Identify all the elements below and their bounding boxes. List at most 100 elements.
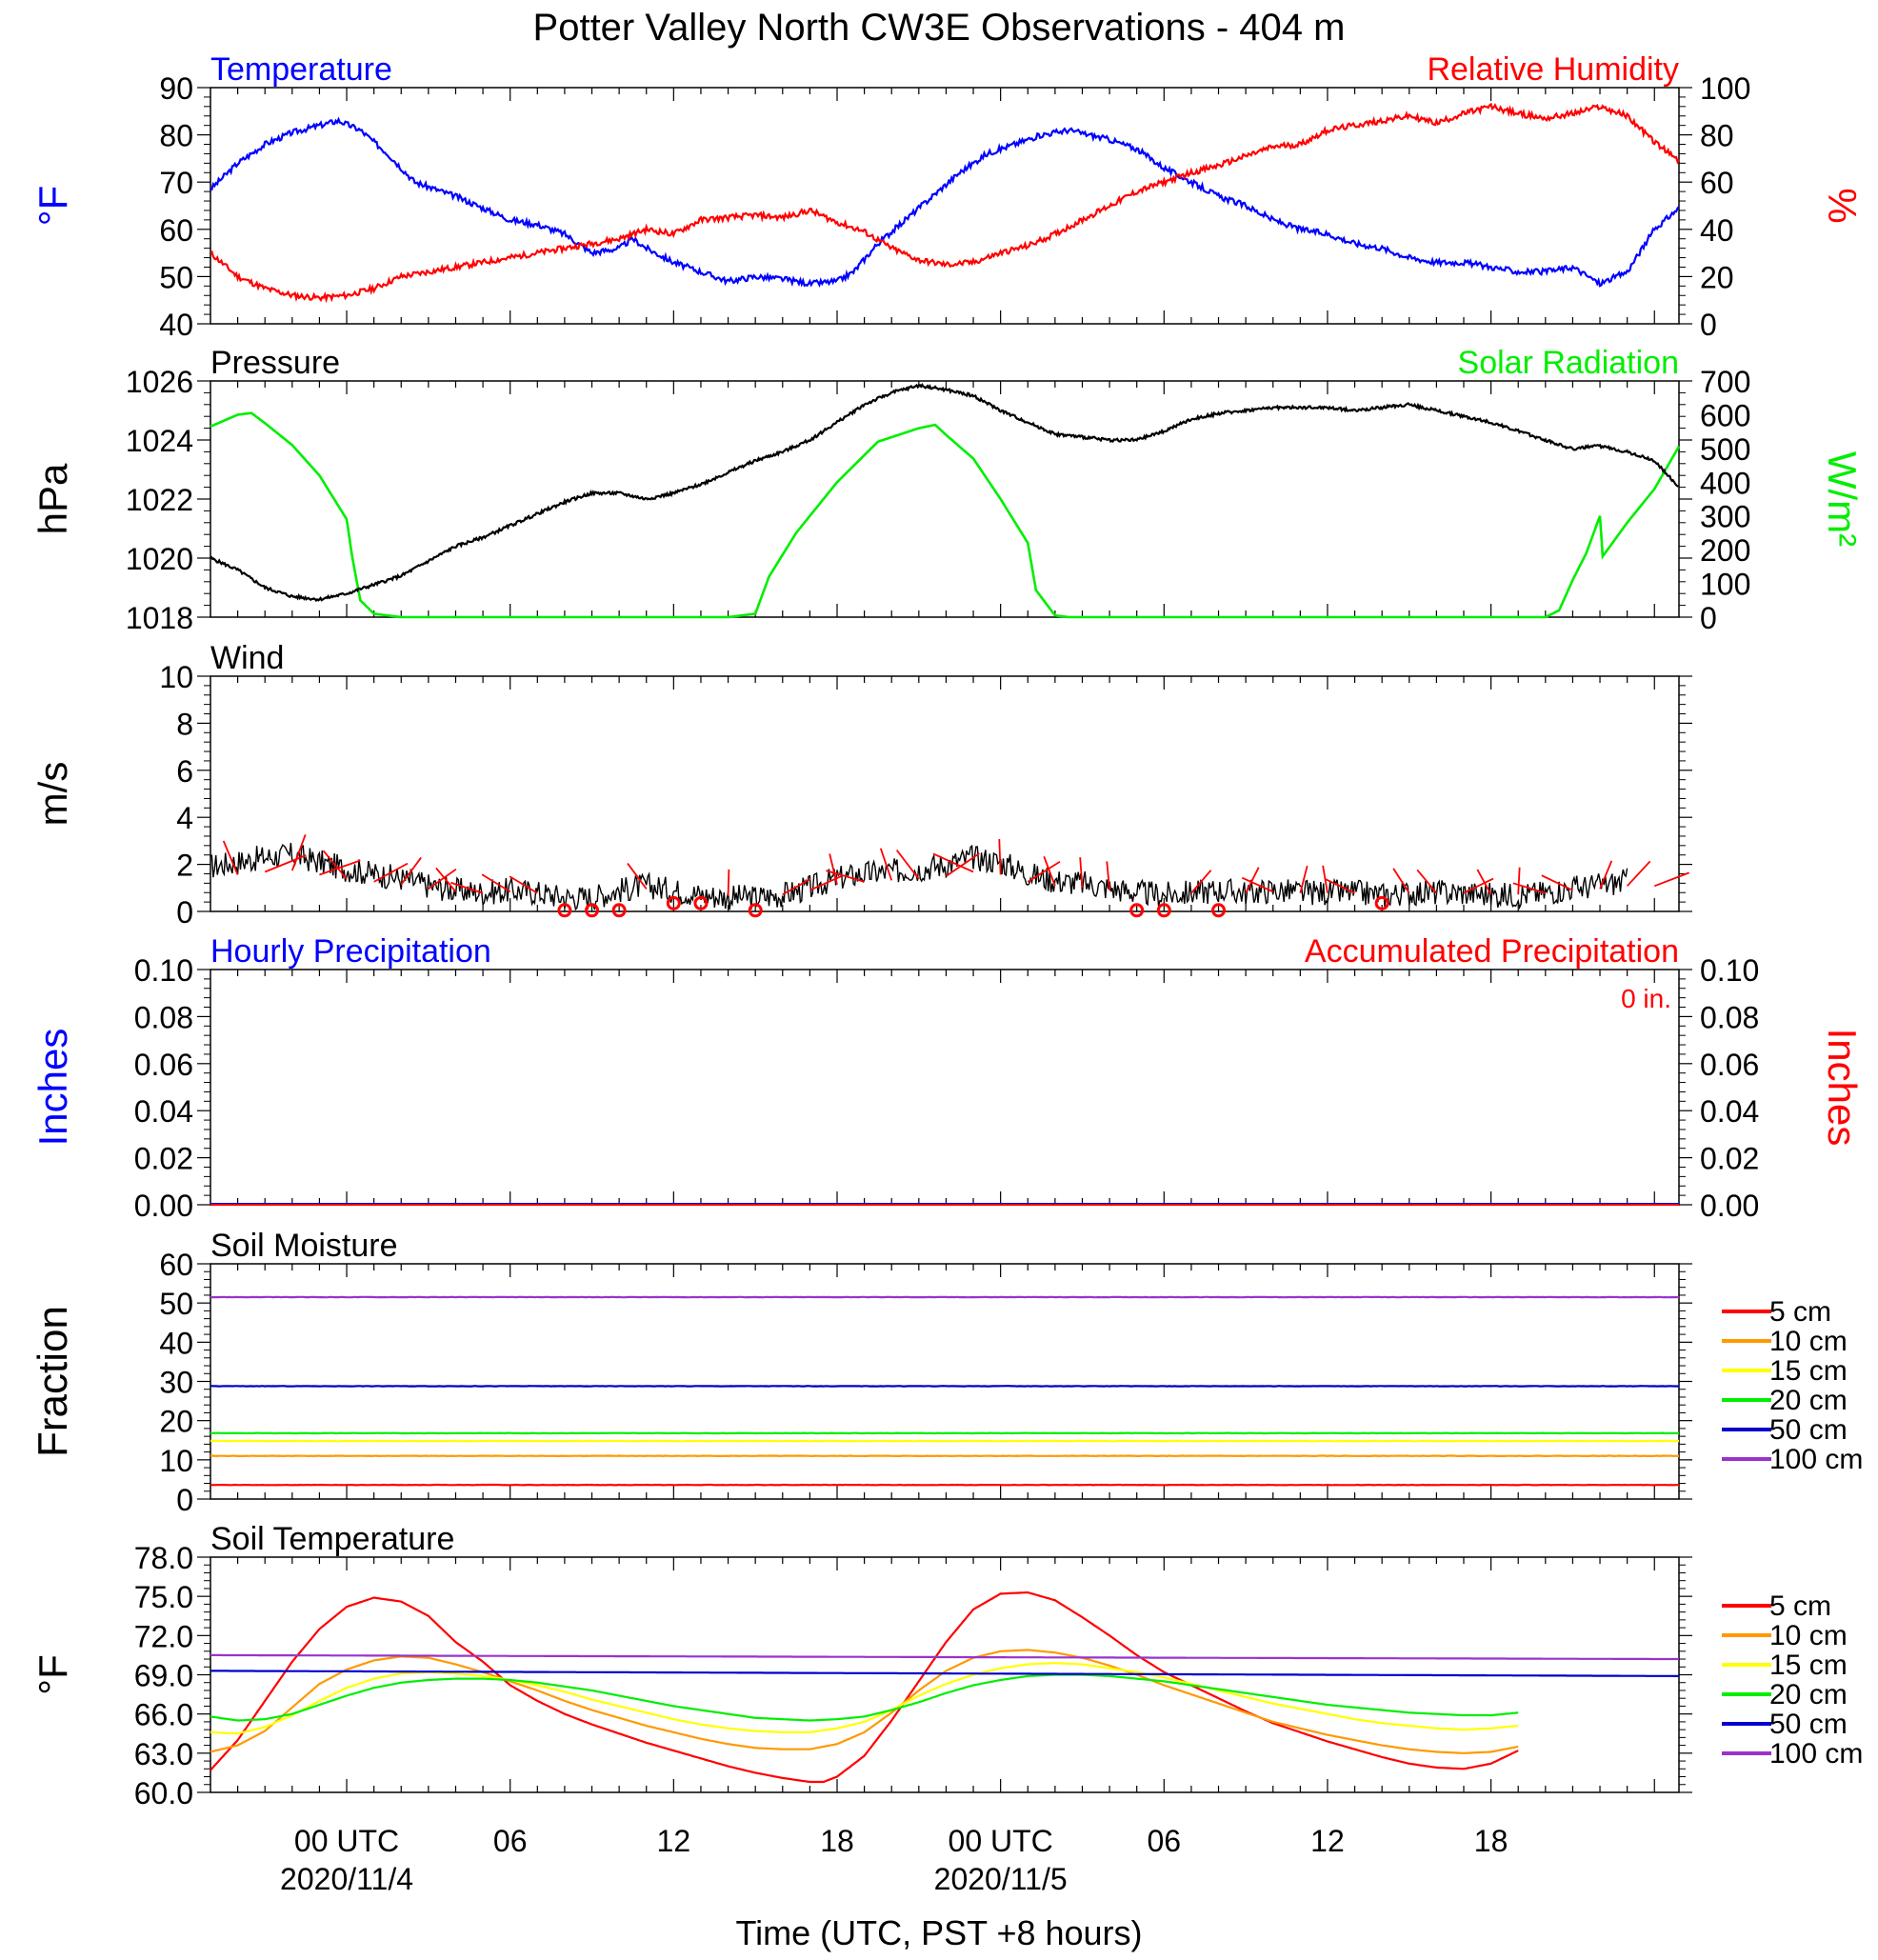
pressure-y-tick-label: 1018 — [126, 601, 193, 635]
soil-temperature-series-line — [210, 1673, 1519, 1722]
calm-wind-marker — [693, 895, 709, 910]
legend-label: 100 cm — [1769, 1444, 1863, 1475]
legend-label: 10 cm — [1769, 1620, 1848, 1651]
wind-barb — [945, 852, 980, 877]
precip-y2-tick-label: 0.10 — [1700, 953, 1759, 988]
soil-temp-y-tick-label: 63.0 — [134, 1737, 193, 1771]
temp-rh-y2-tick-label: 80 — [1700, 119, 1734, 153]
soil-temp-y-tick-label: 75.0 — [134, 1580, 193, 1614]
wind-barb — [1027, 861, 1061, 883]
temp-rh-y2-tick-label: 40 — [1700, 213, 1734, 248]
solar-radiation-series-line — [210, 411, 1681, 619]
wind-barb — [450, 881, 484, 894]
wind-y-tick-label: 0 — [176, 895, 193, 930]
calm-wind-marker — [557, 903, 572, 918]
wind-panel: 10 8 6 4 2 0 Wind m/s — [30, 640, 1692, 930]
wind-barb — [290, 833, 307, 871]
wind-barb — [782, 878, 811, 896]
wind-y-tick-label: 4 — [176, 801, 193, 835]
pressure-right-unit: W/m² — [1820, 451, 1865, 547]
temp-rh-right-title: Relative Humidity — [1427, 51, 1679, 88]
x-tick-label: 18 — [820, 1824, 854, 1858]
soil-moisture-left-unit: Fraction — [30, 1306, 76, 1457]
temp-rh-y-tick-label: 60 — [159, 213, 193, 248]
wind-barb — [1517, 867, 1521, 895]
pressure-y2-tick-label: 600 — [1700, 398, 1750, 432]
pressure-y-tick-label: 1024 — [126, 424, 193, 458]
pressure-y-tick-label: 1022 — [126, 483, 193, 517]
precip-left-unit: Inches — [30, 1029, 75, 1147]
legend-label: 5 cm — [1769, 1590, 1831, 1622]
wind-barb — [627, 863, 648, 890]
wind-barb — [1079, 857, 1084, 888]
wind-barb — [998, 839, 1002, 875]
soil-temp-y-tick-label: 78.0 — [134, 1541, 193, 1575]
time-axis: 00 UTC 2020/11/4 06 12 18 00 UTC 2020/11/5 06 12… — [280, 1824, 1508, 1896]
wind-barb — [932, 852, 974, 873]
pressure-series-line — [210, 382, 1679, 603]
wind-frame — [210, 675, 1680, 912]
temperature-series-line — [210, 116, 1680, 288]
wind-barb — [509, 875, 538, 894]
wind-barb — [222, 840, 239, 875]
wind-barb — [264, 854, 307, 873]
chart-title: Potter Valley North CW3E Observations - … — [533, 7, 1346, 49]
soil-moisture-y-tick-label: 30 — [159, 1366, 193, 1400]
x-tick-label: 12 — [657, 1824, 691, 1858]
calm-wind-marker — [1129, 903, 1145, 918]
wind-barb — [1512, 882, 1547, 894]
wind-barb — [400, 856, 422, 886]
wind-barb — [1599, 860, 1613, 890]
x-tick-label: 12 — [1310, 1824, 1345, 1858]
temp-rh-y2-tick-label: 20 — [1700, 260, 1734, 294]
wind-barb — [829, 853, 838, 886]
pressure-y2-tick-label: 0 — [1700, 601, 1717, 635]
legend-label: 10 cm — [1769, 1326, 1848, 1357]
wind-y-tick-label: 6 — [176, 754, 193, 789]
wind-barb — [1476, 869, 1492, 895]
precip-y-tick-label: 0.08 — [134, 1000, 193, 1034]
soil-temp-left-title: Soil Temperature — [210, 1521, 454, 1557]
pressure-y2-tick-label: 500 — [1700, 432, 1750, 467]
soil-moisture-frame — [210, 1263, 1680, 1500]
pressure-frame — [210, 380, 1680, 618]
soil-moisture-left-title: Soil Moisture — [210, 1228, 398, 1264]
soil-temperature-series-line — [210, 1649, 1519, 1754]
legend-label: 5 cm — [1769, 1296, 1831, 1328]
temp-rh-y-tick-label: 50 — [159, 260, 193, 294]
soil-temp-y-tick-label: 60.0 — [134, 1776, 193, 1810]
pressure-y2-tick-label: 200 — [1700, 533, 1750, 568]
wind-barb — [1416, 869, 1438, 894]
x-tick-label: 18 — [1474, 1824, 1508, 1858]
wind-left-unit: m/s — [30, 762, 75, 827]
precip-y2-tick-label: 0.08 — [1700, 1000, 1759, 1034]
x-tick-label: 00 UTC — [294, 1824, 399, 1858]
precip-y-tick-label: 0.00 — [134, 1189, 193, 1223]
x-tick-label: 00 UTC — [949, 1824, 1053, 1858]
wind-barb — [1392, 868, 1410, 894]
temp-rh-y2-tick-label: 0 — [1700, 308, 1717, 342]
wind-barb — [1541, 874, 1573, 891]
wind-barb — [826, 870, 865, 883]
soil-moisture-y-tick-label: 0 — [176, 1483, 193, 1517]
soil-temp-y-tick-label: 66.0 — [134, 1698, 193, 1732]
precip-y2-tick-label: 0.06 — [1700, 1048, 1759, 1082]
precip-left-title: Hourly Precipitation — [210, 933, 491, 970]
x-tick-label: 06 — [1148, 1824, 1182, 1858]
pressure-panel: 1026 1024 1022 1020 1018 70060050040030020010… — [30, 345, 1865, 635]
wind-barb — [1190, 870, 1212, 894]
legend-label: 20 cm — [1769, 1385, 1848, 1416]
precip-y-tick-label: 0.06 — [134, 1048, 193, 1082]
soil-temp-y-tick-label: 69.0 — [134, 1659, 193, 1693]
precip-right-unit: Inches — [1820, 1029, 1865, 1147]
precip-frame — [210, 969, 1680, 1206]
pressure-y2-tick-label: 700 — [1700, 365, 1750, 399]
soil-temperature-series-line — [210, 1670, 1679, 1677]
precip-y2-tick-label: 0.02 — [1700, 1142, 1759, 1176]
pressure-left-unit: hPa — [30, 463, 75, 534]
precip-y-tick-label: 0.10 — [134, 953, 193, 988]
temp-rh-frame — [210, 87, 1680, 325]
